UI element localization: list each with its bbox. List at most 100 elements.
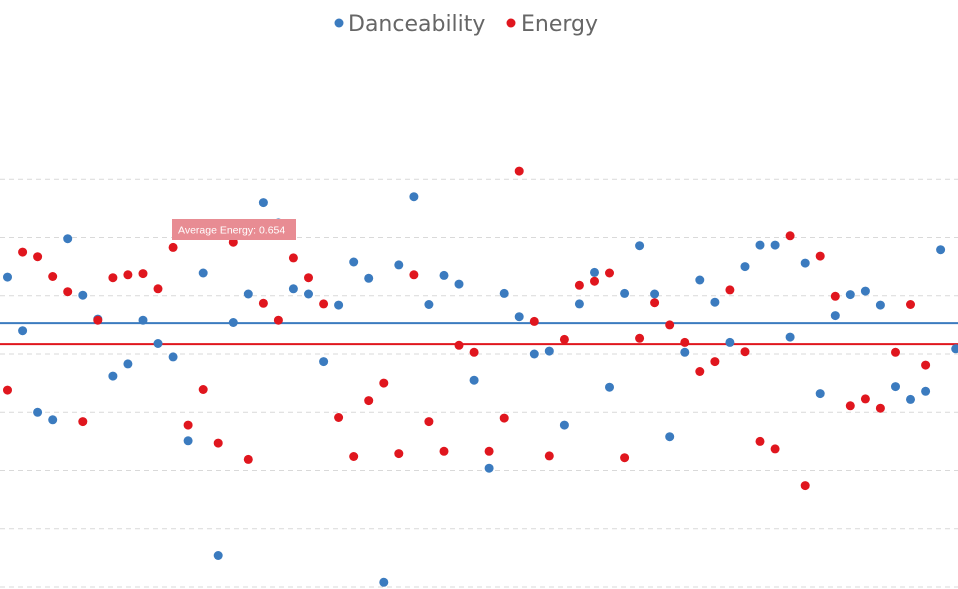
danceability-point[interactable] [288, 284, 298, 294]
danceability-point[interactable] [394, 260, 404, 270]
energy-point[interactable] [394, 449, 404, 459]
danceability-point[interactable] [48, 415, 58, 425]
energy-point[interactable] [650, 298, 660, 308]
danceability-point[interactable] [574, 299, 584, 309]
danceability-point[interactable] [785, 332, 795, 342]
danceability-point[interactable] [334, 300, 344, 310]
energy-point[interactable] [860, 394, 870, 404]
danceability-point[interactable] [755, 240, 765, 250]
danceability-point[interactable] [529, 349, 539, 359]
energy-point[interactable] [605, 268, 614, 278]
danceability-point[interactable] [183, 436, 193, 446]
legend-energy-label[interactable]: Energy [521, 12, 598, 37]
danceability-point[interactable] [951, 344, 958, 354]
energy-point[interactable] [168, 242, 178, 252]
energy-point[interactable] [559, 334, 569, 344]
danceability-point[interactable] [349, 257, 359, 267]
energy-point[interactable] [258, 298, 268, 308]
danceability-point[interactable] [830, 311, 840, 321]
energy-point[interactable] [499, 413, 509, 423]
danceability-point[interactable] [198, 268, 208, 278]
legend[interactable]: Danceability Energy [334, 12, 599, 37]
danceability-point[interactable] [740, 262, 750, 272]
danceability-point[interactable] [18, 326, 28, 336]
danceability-point[interactable] [590, 267, 599, 277]
energy-point[interactable] [334, 413, 344, 422]
danceability-point[interactable] [710, 297, 720, 307]
energy-point[interactable] [153, 284, 163, 294]
energy-point[interactable] [469, 347, 479, 357]
energy-point[interactable] [875, 403, 885, 413]
energy-point[interactable] [574, 280, 584, 290]
danceability-point[interactable] [63, 234, 73, 244]
danceability-point[interactable] [635, 241, 645, 251]
danceability-point[interactable] [364, 273, 374, 283]
energy-point[interactable] [680, 337, 690, 347]
danceability-point[interactable] [3, 272, 12, 282]
energy-point[interactable] [409, 270, 419, 280]
energy-point[interactable] [620, 453, 630, 463]
danceability-point[interactable] [845, 290, 855, 300]
energy-point[interactable] [725, 285, 735, 295]
danceability-point[interactable] [379, 577, 389, 587]
energy-point[interactable] [454, 340, 464, 350]
danceability-point[interactable] [424, 300, 434, 309]
danceability-point[interactable] [168, 352, 178, 362]
danceability-point[interactable] [695, 275, 705, 285]
energy-point[interactable] [213, 438, 223, 448]
danceability-point[interactable] [138, 315, 148, 325]
energy-point[interactable] [514, 166, 524, 176]
danceability-point[interactable] [123, 359, 133, 369]
energy-point[interactable] [695, 367, 705, 376]
energy-point[interactable] [710, 357, 720, 367]
danceability-point[interactable] [770, 240, 780, 250]
energy-point[interactable] [845, 401, 855, 411]
energy-point[interactable] [123, 270, 133, 280]
danceability-point[interactable] [409, 192, 419, 202]
energy-point[interactable] [198, 385, 208, 394]
energy-point[interactable] [243, 454, 253, 464]
danceability-point[interactable] [228, 318, 238, 327]
energy-point[interactable] [138, 269, 148, 279]
energy-point[interactable] [590, 276, 599, 286]
energy-point[interactable] [740, 347, 750, 357]
danceability-point[interactable] [906, 394, 915, 404]
energy-point[interactable] [921, 360, 931, 370]
energy-point[interactable] [830, 291, 840, 301]
danceability-point[interactable] [544, 346, 554, 356]
danceability-point[interactable] [484, 463, 494, 473]
danceability-point[interactable] [620, 288, 630, 298]
energy-point[interactable] [93, 315, 103, 325]
energy-point[interactable] [3, 385, 12, 395]
energy-point[interactable] [18, 247, 28, 257]
energy-point[interactable] [755, 436, 765, 446]
legend-danceability-label[interactable]: Danceability [348, 12, 485, 37]
danceability-point[interactable] [153, 339, 163, 348]
danceability-point[interactable] [243, 289, 253, 299]
danceability-point[interactable] [469, 375, 479, 385]
energy-point[interactable] [33, 252, 43, 262]
danceability-point[interactable] [605, 382, 614, 392]
energy-point[interactable] [484, 446, 494, 456]
energy-point[interactable] [424, 417, 434, 427]
danceability-point[interactable] [108, 371, 118, 381]
danceability-point[interactable] [258, 198, 268, 208]
danceability-point[interactable] [650, 289, 660, 299]
danceability-point[interactable] [921, 386, 931, 396]
energy-point[interactable] [529, 316, 539, 326]
energy-point[interactable] [800, 481, 810, 491]
energy-point[interactable] [364, 396, 374, 406]
danceability-point[interactable] [891, 382, 900, 392]
danceability-point[interactable] [78, 290, 88, 300]
danceability-point[interactable] [304, 289, 313, 299]
danceability-point[interactable] [319, 357, 329, 367]
energy-point[interactable] [288, 253, 298, 263]
energy-point[interactable] [665, 320, 675, 330]
danceability-point[interactable] [725, 337, 735, 347]
energy-point[interactable] [891, 347, 900, 357]
danceability-point[interactable] [33, 407, 43, 417]
danceability-point[interactable] [860, 286, 870, 296]
energy-point[interactable] [906, 300, 915, 309]
danceability-point[interactable] [454, 279, 464, 289]
energy-point[interactable] [635, 333, 645, 343]
